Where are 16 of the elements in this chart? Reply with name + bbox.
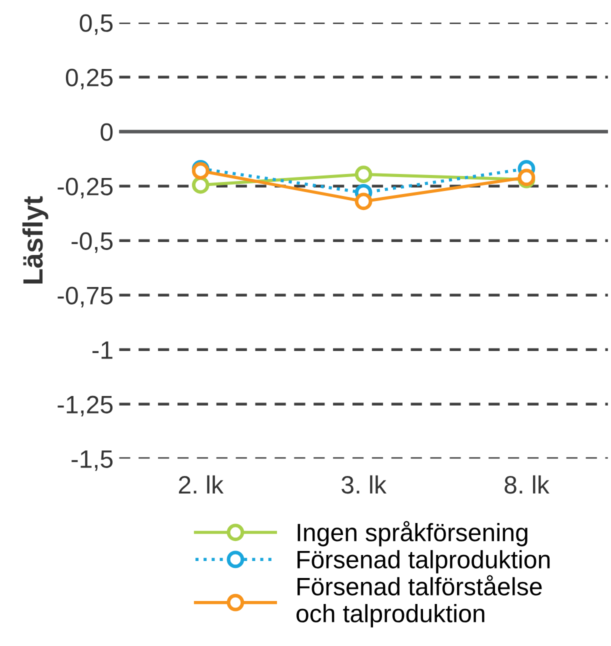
y-tick-label: 0 [100,123,113,141]
y-axis-title: Läsflyt [22,196,48,284]
y-tick-label: -1,25 [58,396,113,416]
legend-label: Försenad talförståelse och talproduktion [296,575,542,628]
legend-label: Ingen språkförsening [298,520,528,546]
y-tick-label: -1,5 [72,450,113,471]
x-tick-label: 3. lk [342,475,387,494]
y-tick-label: 0,25 [66,68,113,90]
x-tick-label: 8. lk [504,475,550,494]
legend-label: Försenad talproduktion [298,550,550,574]
y-tick-label: 0,5 [80,14,113,35]
y-tick-label: -1 [92,342,112,359]
y-tick-label: -0,75 [58,286,113,308]
y-tick-label: -0,25 [58,178,113,198]
x-tick-label: 2. lk [178,475,224,494]
y-tick-label: -0,5 [72,232,113,253]
